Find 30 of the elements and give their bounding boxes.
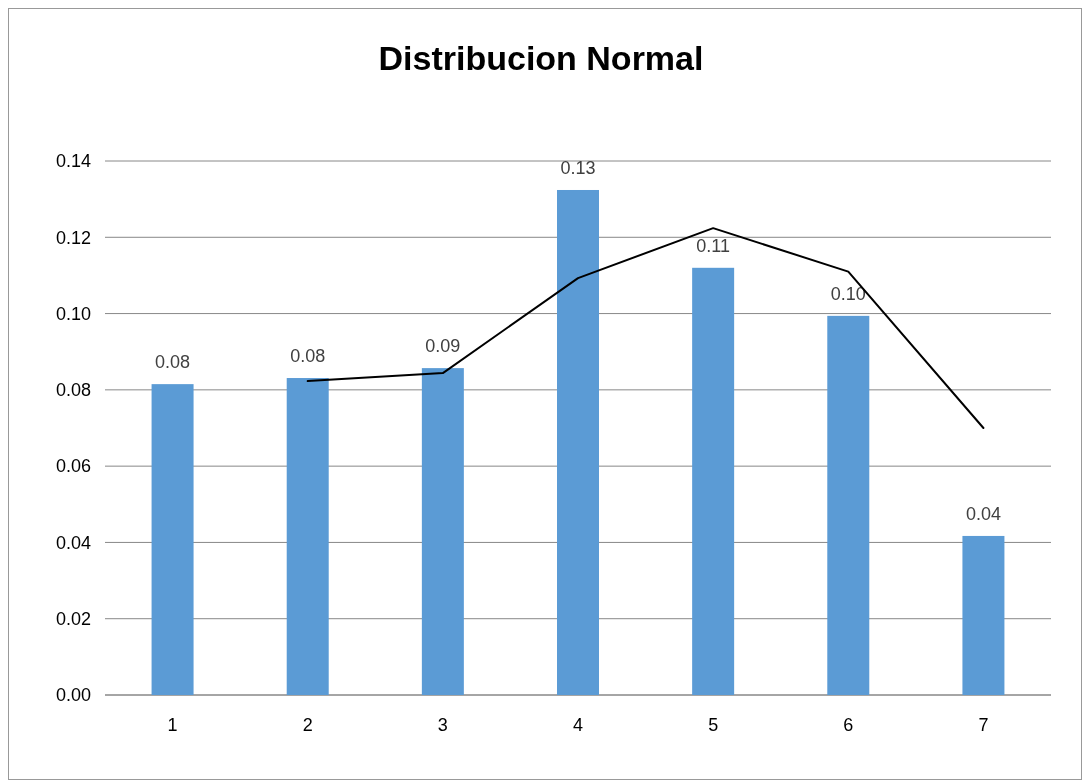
data-label: 0.08: [290, 346, 326, 367]
data-label: 0.08: [155, 352, 191, 373]
data-label: 0.09: [425, 336, 461, 357]
chart-title: Distribucion Normal: [378, 39, 704, 77]
data-label: 0.04: [965, 503, 1001, 524]
x-tick-label: 2: [302, 715, 313, 735]
bar: [962, 535, 1005, 695]
y-tick-label: 0.12: [55, 227, 91, 248]
y-tick-label: 0.06: [55, 456, 91, 477]
x-tick-label: 1: [167, 715, 178, 735]
y-tick-label: 0.10: [55, 303, 91, 324]
bar: [286, 378, 329, 695]
y-tick-label: 0.04: [55, 532, 91, 553]
data-label: 0.13: [560, 157, 596, 178]
y-tick-label: 0.00: [55, 685, 91, 706]
bar: [151, 384, 194, 695]
y-tick-label: 0.02: [55, 609, 91, 630]
bar: [557, 189, 599, 695]
x-tick-label: 7: [978, 715, 989, 735]
x-tick-label: 3: [437, 715, 448, 735]
x-tick-label: 4: [572, 715, 584, 735]
x-tick-label: 6: [843, 715, 854, 735]
data-label: 0.11: [696, 235, 730, 256]
y-tick-label: 0.14: [55, 151, 91, 172]
bar: [692, 267, 735, 695]
x-tick-label: 5: [708, 715, 719, 735]
bar: [421, 368, 464, 695]
y-tick-label: 0.08: [55, 380, 91, 401]
data-label: 0.10: [830, 283, 866, 304]
bar: [827, 315, 870, 695]
